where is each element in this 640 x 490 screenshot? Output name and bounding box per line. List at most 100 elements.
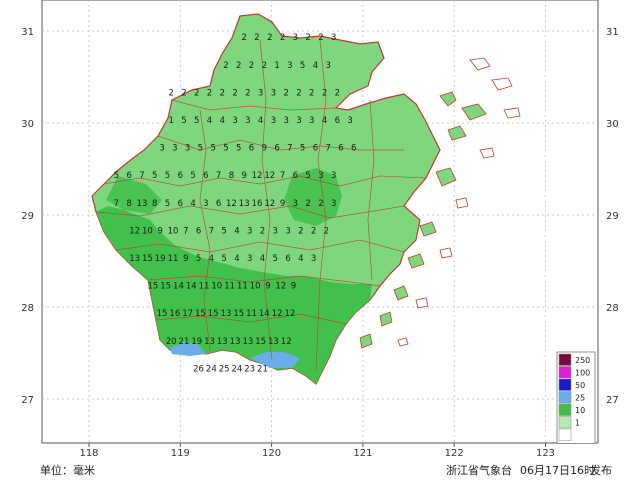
- rainfall-value: 19: [191, 337, 202, 347]
- rainfall-value: 2: [335, 88, 340, 98]
- island-outline: [491, 77, 513, 91]
- rainfall-value: 2: [262, 61, 267, 71]
- rainfall-value: 2: [305, 33, 310, 43]
- lon-tick-label: 120: [262, 448, 281, 459]
- rainfall-value: 15: [255, 337, 266, 347]
- rainfall-value: 15: [195, 309, 206, 319]
- rainfall-value: 6: [338, 144, 343, 154]
- rainfall-value: 2: [168, 88, 173, 98]
- rainfall-value: 3: [232, 116, 237, 126]
- rainfall-value: 2: [232, 88, 237, 98]
- rainfall-value: 4: [313, 61, 318, 71]
- rainfall-value: 3: [159, 144, 164, 154]
- rainfall-value: 20: [166, 337, 177, 347]
- legend-swatch: [558, 416, 572, 429]
- rainfall-value: 2: [311, 226, 316, 236]
- island: [447, 125, 467, 141]
- rainfall-value: 6: [178, 171, 183, 181]
- rainfall-value: 3: [203, 199, 208, 209]
- rainfall-value: 2: [223, 61, 228, 71]
- rainfall-value: 5: [196, 254, 201, 264]
- rainfall-value: 2: [241, 33, 246, 43]
- rainfall-value: 12: [252, 171, 263, 181]
- rainfall-value: 6: [178, 199, 183, 209]
- rainfall-value: 3: [311, 254, 316, 264]
- rainfall-value: 12: [272, 309, 283, 319]
- rainfall-value: 3: [247, 226, 252, 236]
- rain-zone-10mm-west: [106, 176, 162, 214]
- rainfall-value: 16: [252, 199, 263, 209]
- rainfall-value: 9: [158, 226, 163, 236]
- rainfall-value: 5: [273, 254, 278, 264]
- rainfall-value: 3: [271, 88, 276, 98]
- rainfall-value: 2: [181, 88, 186, 98]
- county-border: [103, 175, 427, 187]
- island-outline: [503, 107, 521, 119]
- rainfall-value: 8: [152, 199, 157, 209]
- rainfall-value: 3: [273, 226, 278, 236]
- timestamp-label: 06月17日16时: [520, 464, 595, 477]
- rainfall-value: 12: [226, 199, 237, 209]
- county-border: [157, 135, 404, 151]
- rainfall-value: 6: [313, 144, 318, 154]
- rainfall-value: 2: [309, 88, 314, 98]
- county-borders: [95, 39, 427, 371]
- rainfall-value: 4: [209, 254, 214, 264]
- rainfall-value: 12: [264, 171, 275, 181]
- rainfall-value: 3: [331, 171, 336, 181]
- lat-tick-label-right: 28: [606, 303, 619, 314]
- rainfall-value: 2: [207, 88, 212, 98]
- rainfall-value: 10: [250, 282, 261, 292]
- rainfall-value: 6: [196, 226, 201, 236]
- rainfall-value: 5: [236, 144, 241, 154]
- rainfall-value: 3: [283, 116, 288, 126]
- rainfall-value: 2: [260, 226, 265, 236]
- rainfall-value: 3: [331, 33, 336, 43]
- coastal-specks: [397, 57, 521, 347]
- rainfall-value: 15: [160, 282, 171, 292]
- rainfall-value: 12: [129, 226, 140, 236]
- rainfall-value: 7: [216, 171, 221, 181]
- legend-label: 25: [575, 394, 585, 403]
- rainfall-value: 12: [284, 309, 295, 319]
- rainfall-value: 6: [126, 171, 131, 181]
- rainfall-value: 9: [183, 254, 188, 264]
- legend-label: 1: [575, 419, 580, 428]
- rainfall-value: 13: [129, 254, 140, 264]
- legend-swatch: [558, 366, 572, 379]
- rainfall-value: 7: [325, 144, 330, 154]
- rainfall-value: 26: [193, 364, 204, 374]
- lat-tick-label-right: 30: [606, 119, 619, 130]
- rainfall-value: 11: [199, 282, 210, 292]
- rainfall-value: 7: [139, 171, 144, 181]
- rainfall-value: 3: [287, 61, 292, 71]
- lon-tick-label: 123: [536, 448, 555, 459]
- rainfall-value: 5: [152, 171, 157, 181]
- release-label: 发布: [590, 464, 612, 477]
- rainfall-value: 7: [209, 226, 214, 236]
- legend-label: 250: [575, 356, 590, 365]
- county-border: [367, 99, 375, 281]
- rainfall-value: 5: [165, 171, 170, 181]
- rainfall-value: 13: [268, 337, 279, 347]
- rainfall-value: 10: [142, 226, 153, 236]
- rainfall-value: 3: [309, 116, 314, 126]
- rainfall-value: 4: [207, 116, 212, 126]
- rainfall-value: 5: [114, 171, 119, 181]
- rainfall-value: 3: [258, 88, 263, 98]
- rainfall-value: 2: [236, 61, 241, 71]
- rainfall-value: 4: [258, 116, 263, 126]
- rainfall-value: 4: [298, 254, 303, 264]
- rainfall-value: 5: [198, 144, 203, 154]
- lat-tick-label-right: 29: [606, 211, 619, 222]
- rainfall-value: 23: [244, 364, 255, 374]
- rainfall-value: 24: [206, 364, 217, 374]
- lat-tick-label-left: 28: [21, 303, 34, 314]
- county-border: [171, 99, 337, 111]
- rainfall-value: 11: [246, 309, 257, 319]
- rainfall-value: 6: [203, 171, 208, 181]
- rainfall-value: 13: [221, 309, 232, 319]
- rainfall-value: 2: [267, 33, 272, 43]
- legend-label: 50: [575, 381, 585, 390]
- island: [461, 103, 487, 121]
